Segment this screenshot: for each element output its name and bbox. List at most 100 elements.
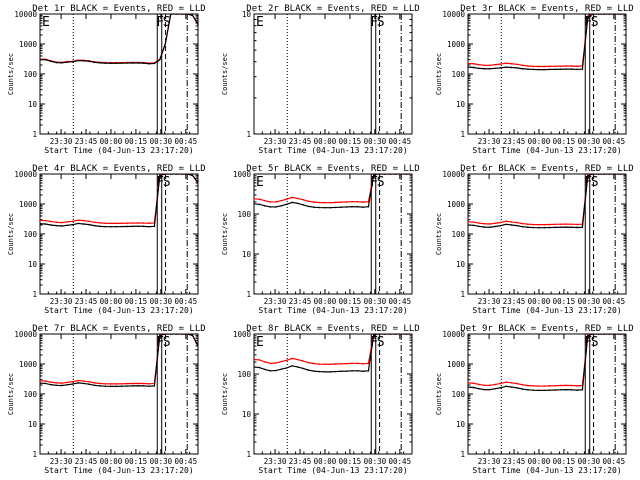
events-series-line-point <box>164 174 167 175</box>
events-series-line-point <box>264 368 266 371</box>
y-tick-label: 1 <box>246 290 251 299</box>
events-series-line-point <box>153 62 156 65</box>
lld-series-line-point <box>66 381 69 384</box>
lld-series-line-point <box>483 384 486 387</box>
events-series-line-point <box>307 205 310 208</box>
lld-series-line-point <box>472 62 475 65</box>
lld-series-line-point <box>291 357 293 360</box>
events-series-line-point <box>131 62 134 64</box>
marker-s: S <box>591 175 599 190</box>
events-series-line-point <box>532 389 535 391</box>
x-tick-label: 23:45 <box>289 457 312 466</box>
y-tick-label: 10 <box>242 410 252 419</box>
lld-series-line-point <box>576 65 578 68</box>
events-series-line <box>40 334 198 387</box>
lld-series-line-point <box>478 222 480 224</box>
events-series-line-point <box>280 205 283 207</box>
lld-series-line-point <box>488 64 491 67</box>
lld-series-line-point <box>110 383 112 385</box>
panel-title: Det 2r BLACK = Events, RED = LLD <box>246 4 419 14</box>
panel-det-7r: Det 7r BLACK = Events, RED = LLD 1 10 100 10… <box>7 324 206 475</box>
lld-series-line-point <box>356 362 359 365</box>
lld-series-line-point <box>93 382 96 384</box>
lld-series-line-point <box>499 382 502 385</box>
events-series-line-point <box>614 334 616 335</box>
events-series-line-point <box>488 67 491 70</box>
lld-series-line-point <box>362 201 364 203</box>
x-tick-label: 23:30 <box>264 137 287 146</box>
x-tick-label: 23:45 <box>75 137 98 146</box>
events-series-line-point <box>126 385 128 387</box>
lld-series-line-point <box>99 382 101 385</box>
lld-series-line-point <box>351 362 353 365</box>
x-tick-label: 23:30 <box>264 297 287 306</box>
events-series-line-point <box>197 345 198 347</box>
lld-series-line-point <box>258 198 261 200</box>
y-tick-label: 10000 <box>442 10 465 19</box>
lld-series-line-point <box>483 222 486 225</box>
lld-series-line-point <box>538 385 540 387</box>
lld-series-line-point <box>44 380 47 382</box>
lld-series-line-point <box>543 65 546 68</box>
events-series-line-point <box>378 174 381 175</box>
events-series-line-point <box>120 225 123 228</box>
panel-det-8r: Det 8r BLACK = Events, RED = LLD 1 10 100 10… <box>221 324 420 475</box>
events-series-line-point <box>77 222 79 225</box>
events-series-line <box>40 14 198 65</box>
lld-series-line-point <box>254 358 255 361</box>
events-series-line-point <box>543 389 546 392</box>
lld-series-line-point <box>99 222 101 224</box>
lld-series-line-point <box>559 65 562 67</box>
x-tick-label: 00:00 <box>100 297 123 306</box>
x-tick-label: 00:30 <box>364 457 387 466</box>
events-series-line-point <box>329 371 332 373</box>
lld-series-line-point <box>110 222 112 225</box>
lld-series-line-point <box>264 199 266 202</box>
lld-series-line-point <box>570 65 573 67</box>
events-series-line-point <box>576 68 578 71</box>
events-series-line-point <box>538 68 540 71</box>
events-series-line-point <box>285 367 288 369</box>
x-tick-label: 00:45 <box>603 297 626 306</box>
y-tick-label: 100 <box>451 230 465 239</box>
events-series-line-point <box>405 334 408 335</box>
events-series-line-point <box>186 14 188 15</box>
y-tick-label: 1 <box>32 290 37 299</box>
x-tick-label: 00:00 <box>314 297 337 306</box>
events-series-line-point <box>587 334 589 337</box>
events-series-line-point <box>104 225 107 228</box>
events-series-line-point <box>478 67 480 70</box>
marker-s: S <box>377 15 385 30</box>
events-series-line-point <box>313 206 315 208</box>
lld-series-line-point <box>55 382 58 384</box>
x-tick-label: 00:45 <box>175 457 198 466</box>
events-series-line-point <box>99 225 101 228</box>
lld-series-line <box>254 174 412 204</box>
x-tick-label: 00:15 <box>553 137 576 146</box>
events-series-line-point <box>488 388 491 391</box>
lld-series-line <box>40 334 198 385</box>
events-series-line-point <box>274 369 277 372</box>
x-tick-label: 00:15 <box>125 297 148 306</box>
events-series-line-point <box>603 334 606 335</box>
marker-e: E <box>42 15 50 30</box>
events-series-line-point <box>40 222 41 225</box>
lld-series-line-point <box>269 201 272 203</box>
lld-series-line-point <box>329 201 332 204</box>
events-series-line-point <box>115 62 118 65</box>
events-series-line-point <box>269 206 272 208</box>
x-axis-label: Start Time (04-Jun-13 23:17:20) <box>472 466 621 475</box>
x-tick-label: 00:00 <box>528 137 551 146</box>
lld-series-line-point <box>340 201 342 203</box>
x-tick-label: 00:15 <box>339 457 362 466</box>
marker-s: S <box>377 175 385 190</box>
marker-f: F <box>156 175 164 190</box>
marker-s: S <box>591 335 599 350</box>
x-tick-label: 00:00 <box>528 297 551 306</box>
events-series-line <box>254 174 412 209</box>
events-series-line-point <box>50 60 52 63</box>
events-series-line-point <box>104 385 107 387</box>
events-series-line-point <box>180 14 183 15</box>
lld-series-line-point <box>483 64 486 67</box>
events-series-line-point <box>197 182 198 184</box>
